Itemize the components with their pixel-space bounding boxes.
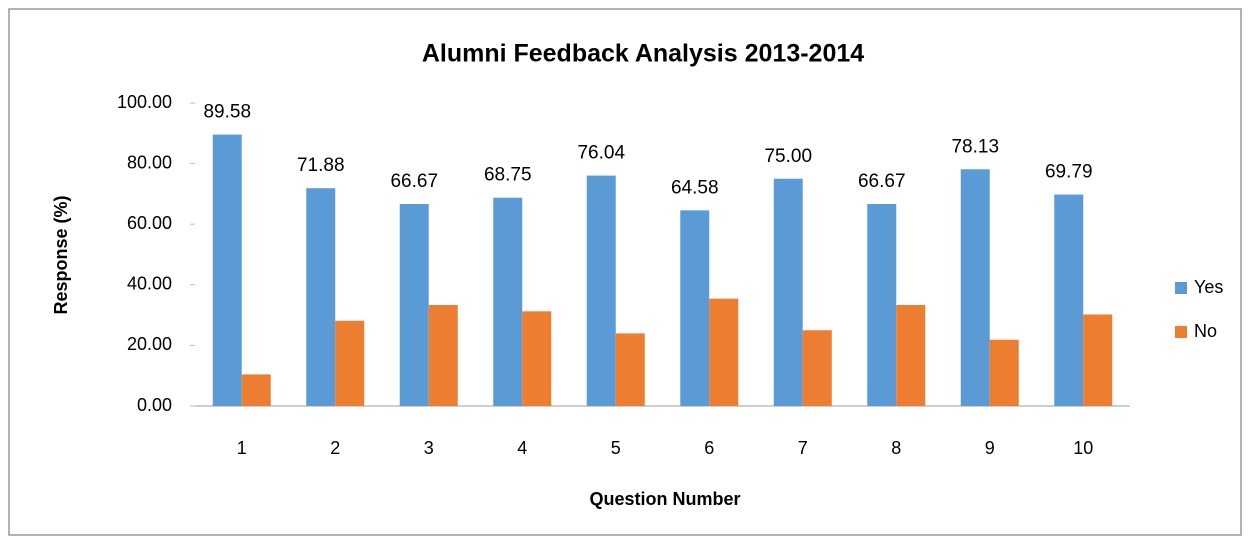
bar: [335, 320, 365, 406]
legend-swatch: [1175, 326, 1187, 338]
legend-label: No: [1194, 321, 1217, 341]
data-label: 76.04: [577, 143, 625, 164]
bar: [493, 197, 523, 406]
bar: [896, 305, 926, 406]
data-label: 66.67: [858, 171, 906, 192]
y-tick-label: 40.00: [127, 274, 172, 294]
bar: [428, 305, 458, 406]
x-tick-label: 8: [891, 438, 901, 458]
bar: [989, 339, 1019, 406]
x-tick-label: 7: [798, 438, 808, 458]
x-tick-label: 5: [611, 438, 621, 458]
data-label: 78.13: [951, 136, 999, 157]
x-tick-label: 2: [330, 438, 340, 458]
y-tick-label: 0.00: [137, 395, 172, 415]
bar: [680, 210, 710, 406]
y-tick-label: 80.00: [127, 152, 172, 172]
chart-title: Alumni Feedback Analysis 2013-2014: [422, 40, 864, 68]
x-tick-label: 10: [1073, 438, 1093, 458]
data-label: 64.58: [671, 177, 719, 198]
x-tick-label: 4: [517, 438, 527, 458]
bar: [773, 178, 803, 406]
data-label: 89.58: [203, 102, 251, 123]
bar: [522, 311, 552, 406]
data-label: 69.79: [1045, 162, 1093, 183]
bar: [960, 169, 990, 406]
y-tick-label: 100.00: [117, 92, 172, 112]
bar: [586, 175, 616, 406]
bar: [1083, 314, 1113, 406]
bar: [212, 134, 242, 406]
bar: [399, 203, 429, 406]
data-label: 71.88: [297, 155, 345, 176]
y-axis-label: Response (%): [51, 195, 71, 314]
x-axis-label: Question Number: [589, 489, 740, 509]
data-label: 68.75: [484, 165, 532, 186]
x-tick-label: 1: [237, 438, 247, 458]
x-tick-label: 3: [424, 438, 434, 458]
data-label: 75.00: [764, 146, 812, 167]
bar: [306, 188, 336, 406]
y-tick-label: 60.00: [127, 213, 172, 233]
legend-label: Yes: [1194, 277, 1223, 297]
bar: [867, 203, 897, 406]
bar: [615, 333, 645, 406]
x-tick-label: 6: [704, 438, 714, 458]
y-tick-label: 20.00: [127, 334, 172, 354]
bar: [802, 330, 832, 406]
bar: [709, 298, 739, 406]
x-tick-label: 9: [985, 438, 995, 458]
bar: [241, 374, 271, 406]
data-label: 66.67: [390, 171, 438, 192]
legend-swatch: [1175, 282, 1187, 294]
bar: [1054, 194, 1084, 406]
